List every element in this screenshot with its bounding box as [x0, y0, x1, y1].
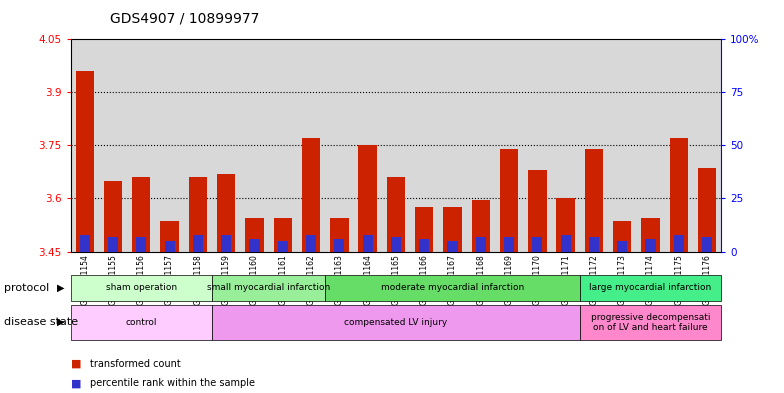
Bar	[103, 181, 122, 252]
Text: compensated LV injury: compensated LV injury	[344, 318, 448, 327]
Bar	[528, 170, 546, 252]
Text: ▶: ▶	[56, 317, 64, 327]
Bar	[212, 275, 325, 301]
Bar	[448, 241, 458, 252]
Bar	[132, 177, 151, 252]
Bar	[306, 235, 316, 252]
Bar	[415, 207, 434, 252]
Text: progressive decompensati
on of LV and heart failure: progressive decompensati on of LV and he…	[591, 312, 710, 332]
Bar	[136, 237, 147, 252]
Text: protocol: protocol	[4, 283, 49, 293]
Bar	[698, 168, 717, 252]
Bar	[702, 237, 712, 252]
Bar	[108, 237, 118, 252]
Bar	[472, 200, 490, 252]
Text: GDS4907 / 10899977: GDS4907 / 10899977	[110, 12, 260, 26]
Bar	[302, 138, 320, 252]
Bar	[362, 235, 372, 252]
Bar	[249, 239, 260, 252]
Bar	[330, 218, 349, 252]
Bar	[532, 237, 543, 252]
Bar	[278, 241, 288, 252]
Bar	[557, 198, 575, 252]
Bar	[161, 221, 179, 252]
Bar	[443, 207, 462, 252]
Bar	[75, 71, 94, 252]
Bar	[645, 239, 655, 252]
Text: sham operation: sham operation	[106, 283, 177, 292]
Text: disease state: disease state	[4, 317, 78, 327]
Bar	[589, 237, 599, 252]
Bar	[500, 149, 518, 252]
Bar	[391, 237, 401, 252]
Bar	[387, 177, 405, 252]
Text: ■: ■	[71, 378, 81, 388]
Bar	[71, 305, 212, 340]
Bar	[212, 305, 580, 340]
Bar	[334, 239, 344, 252]
Bar	[419, 239, 430, 252]
Bar	[613, 221, 631, 252]
Bar	[245, 218, 263, 252]
Bar	[585, 149, 603, 252]
Bar	[80, 235, 89, 252]
Text: control: control	[125, 318, 157, 327]
Bar	[193, 235, 203, 252]
Text: moderate myocardial infarction: moderate myocardial infarction	[381, 283, 524, 292]
Bar	[217, 174, 235, 252]
Bar	[476, 237, 486, 252]
Bar	[358, 145, 377, 252]
Bar	[189, 177, 207, 252]
Bar	[673, 235, 684, 252]
Bar	[504, 237, 514, 252]
Bar	[617, 241, 627, 252]
Bar	[221, 235, 231, 252]
Bar	[325, 275, 580, 301]
Bar	[670, 138, 688, 252]
Bar	[580, 305, 721, 340]
Text: percentile rank within the sample: percentile rank within the sample	[90, 378, 255, 388]
Bar	[561, 235, 571, 252]
Bar	[165, 241, 175, 252]
Bar	[580, 275, 721, 301]
Text: large myocardial infarction: large myocardial infarction	[590, 283, 712, 292]
Bar	[71, 275, 212, 301]
Text: transformed count: transformed count	[90, 358, 181, 369]
Bar	[274, 218, 292, 252]
Text: small myocardial infarction: small myocardial infarction	[207, 283, 330, 292]
Bar	[641, 218, 660, 252]
Text: ■: ■	[71, 358, 81, 369]
Text: ▶: ▶	[56, 283, 64, 293]
